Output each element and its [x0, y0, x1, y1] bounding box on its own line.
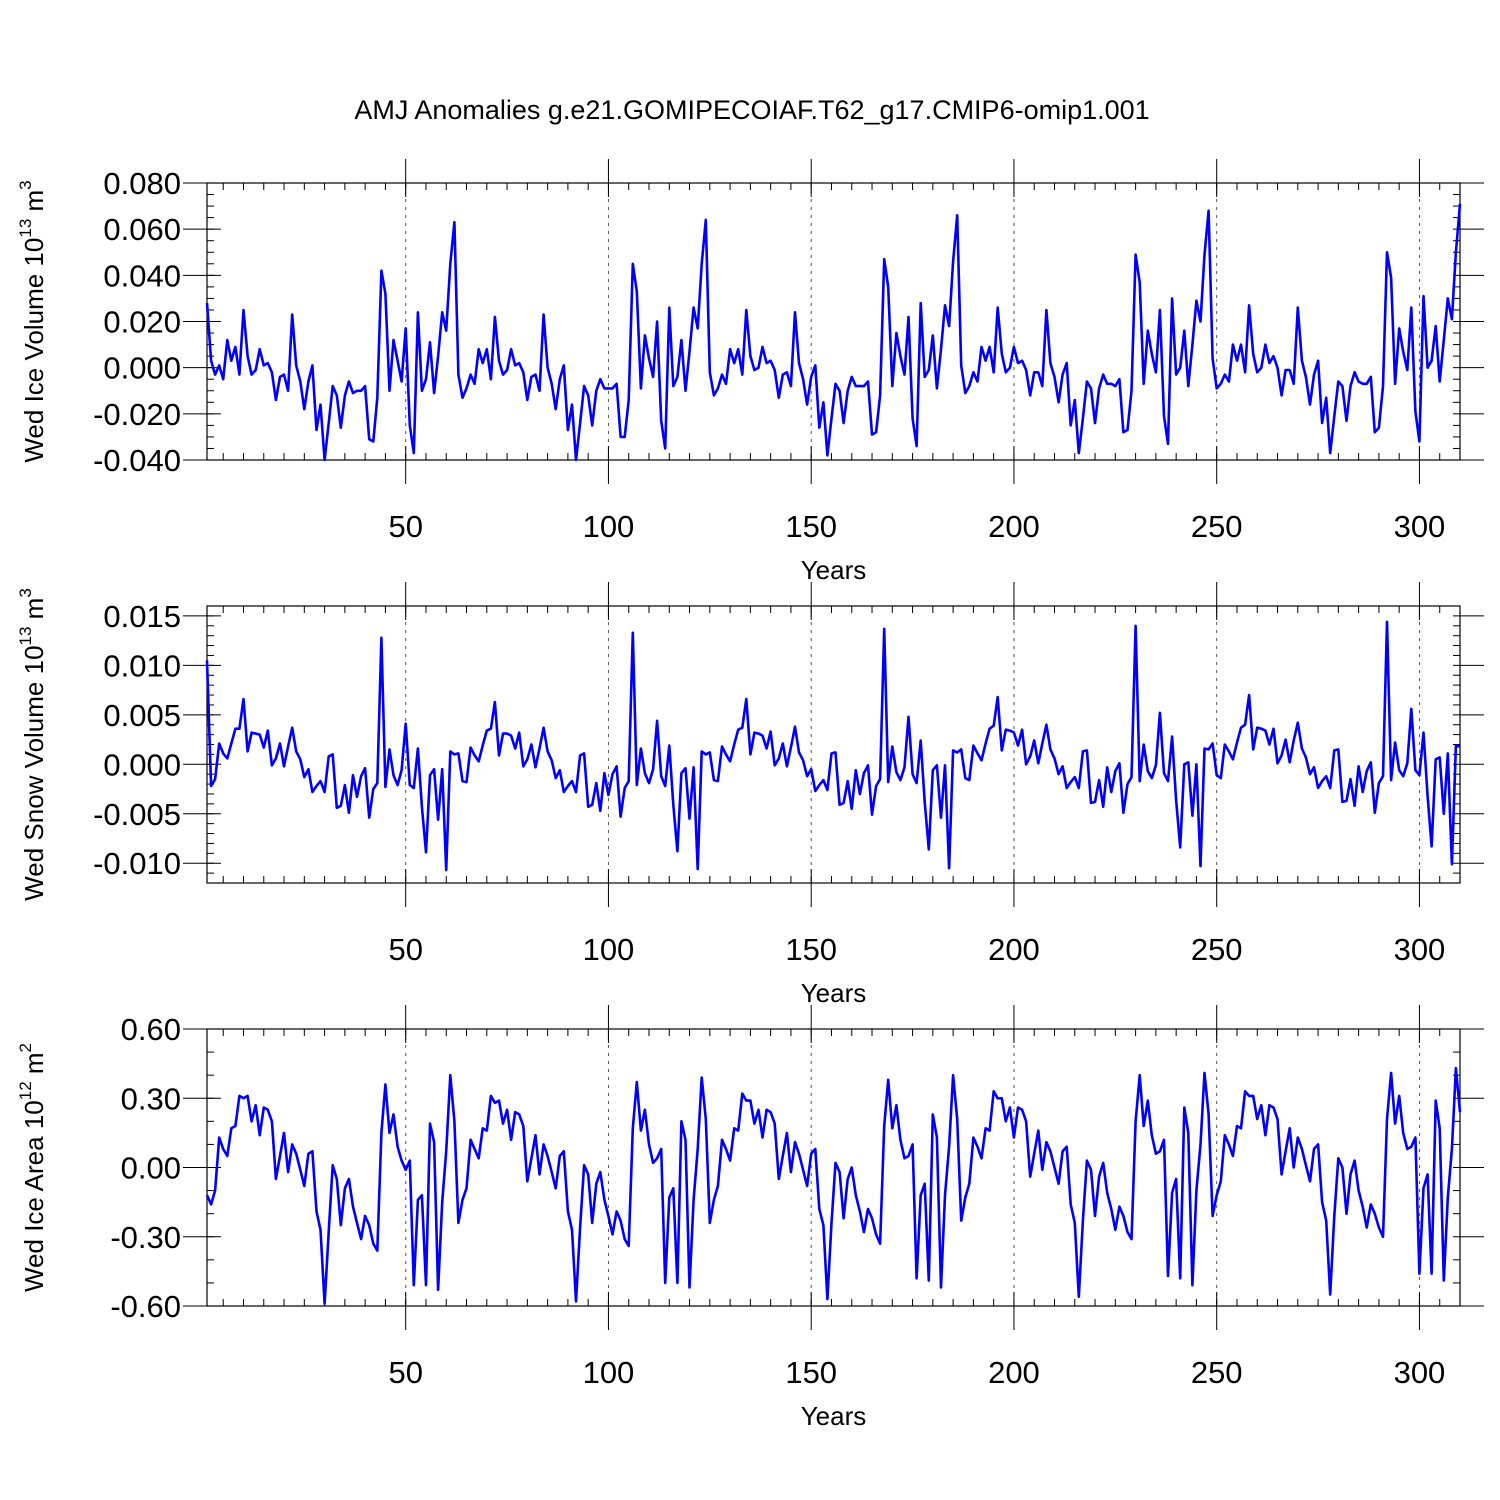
- x-tick-label: 150: [785, 509, 837, 544]
- y-axis-title: Wed Ice Volume 1013 m3: [16, 180, 49, 462]
- y-axis-title-main: Wed Ice Volume 10: [19, 238, 49, 463]
- y-axis-title-unit-exp: 2: [16, 1043, 35, 1052]
- y-axis-title-unit: m: [19, 598, 49, 627]
- x-tick-label: 250: [1191, 1355, 1243, 1390]
- y-tick-label: 0.000: [103, 351, 181, 386]
- x-tick-label: 300: [1394, 509, 1446, 544]
- figure-title: AMJ Anomalies g.e21.GOMIPECOIAF.T62_g17.…: [354, 95, 1149, 125]
- x-axis-title: Years: [801, 978, 867, 1008]
- y-tick-label: -0.020: [93, 397, 181, 432]
- x-tick-label: 50: [388, 509, 422, 544]
- series-line: [205, 203, 1462, 462]
- y-axis-title-unit: m: [19, 1052, 49, 1081]
- x-tick-label: 200: [988, 509, 1040, 544]
- y-tick-label: 0.020: [103, 305, 181, 340]
- x-tick-label: 250: [1191, 932, 1243, 967]
- plot-frame: [206, 1028, 1461, 1307]
- y-axis-title-main: Wed Ice Area 10: [19, 1100, 49, 1292]
- plot-frame: [206, 182, 1461, 461]
- plot-frame: [206, 605, 1461, 884]
- x-tick-label: 150: [785, 932, 837, 967]
- y-tick-label: 0.010: [103, 648, 181, 683]
- x-tick-label: 100: [583, 509, 635, 544]
- x-tick-label: 300: [1394, 1355, 1446, 1390]
- y-axis-title-exp: 13: [16, 627, 35, 646]
- y-tick-label: 0.015: [103, 599, 181, 634]
- y-tick-label: 0.060: [103, 212, 181, 247]
- x-axis-title: Years: [801, 1401, 867, 1431]
- x-tick-label: 100: [583, 932, 635, 967]
- panel-2: -0.010 -0.005 0.000 0.005 0.010 0.015 50 100 150…: [16, 582, 1484, 1008]
- y-tick-label: 0.080: [103, 166, 181, 201]
- y-tick-label: 0.60: [121, 1012, 181, 1047]
- x-tick-label: 150: [785, 1355, 837, 1390]
- y-tick-label: 0.00: [121, 1151, 181, 1186]
- y-axis-title-exp: 12: [16, 1081, 35, 1100]
- y-tick-label: 0.040: [103, 258, 181, 293]
- x-tick-label: 100: [583, 1355, 635, 1390]
- y-tick-label: 0.000: [103, 747, 181, 782]
- x-tick-label: 200: [988, 1355, 1040, 1390]
- y-tick-label: -0.040: [93, 443, 181, 478]
- x-tick-label: 50: [388, 1355, 422, 1390]
- x-tick-label: 250: [1191, 509, 1243, 544]
- series-line: [205, 620, 1461, 872]
- y-tick-label: -0.30: [110, 1220, 181, 1255]
- y-tick-label: -0.005: [93, 797, 181, 832]
- x-axis-title: Years: [801, 555, 867, 585]
- y-axis-title-exp: 13: [16, 219, 35, 238]
- panel-1: -0.040 -0.020 0.000 0.020 0.040 0.060 0.080 50 1…: [16, 159, 1484, 585]
- x-tick-label: 50: [388, 932, 422, 967]
- panel-3: -0.60 -0.30 0.00 0.30 0.60 50 100 150 200 250 300 Y…: [16, 1005, 1484, 1431]
- x-tick-label: 300: [1394, 932, 1446, 967]
- y-tick-label: 0.30: [121, 1081, 181, 1116]
- y-axis-title: Wed Ice Area 1012 m2: [16, 1043, 49, 1292]
- y-tick-label: 0.005: [103, 698, 181, 733]
- y-axis-title-unit-exp: 3: [16, 180, 35, 189]
- y-tick-label: -0.010: [93, 846, 181, 881]
- series-line: [205, 1066, 1462, 1305]
- y-tick-label: -0.60: [110, 1289, 181, 1324]
- y-axis-title-unit-exp: 3: [16, 588, 35, 597]
- y-axis-title-main: Wed Snow Volume 10: [19, 645, 49, 900]
- x-tick-label: 200: [988, 932, 1040, 967]
- y-axis-title: Wed Snow Volume 1013 m3: [16, 588, 49, 901]
- panels: -0.040 -0.020 0.000 0.020 0.040 0.060 0.080 50 1…: [16, 159, 1484, 1431]
- y-axis-title-unit: m: [19, 190, 49, 219]
